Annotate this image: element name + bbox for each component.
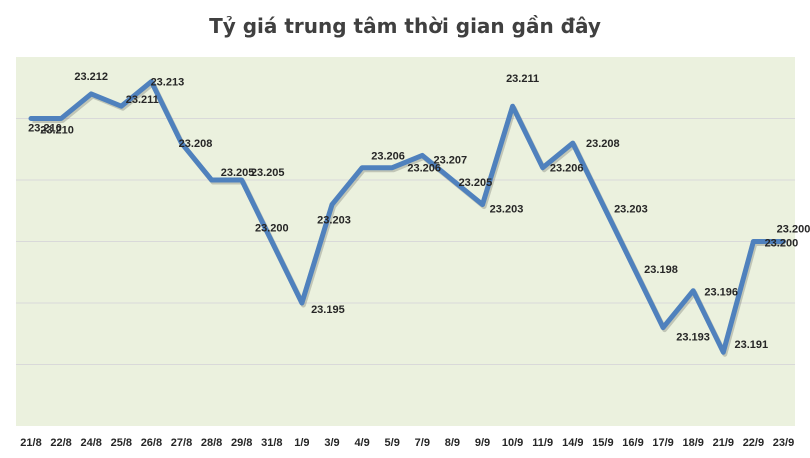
x-tick-label: 28/8 [201,437,222,449]
series-line [28,79,786,357]
x-tick-label: 3/9 [324,437,339,449]
series-polyline [28,79,786,355]
data-label: 23.200 [765,238,799,250]
x-tick-label: 31/8 [261,437,282,449]
x-tick-label: 18/9 [682,437,703,449]
x-tick-label: 22/9 [743,437,764,449]
data-label: 23.213 [151,77,185,89]
data-label: 23.206 [407,163,441,175]
x-tick-label: 8/9 [445,437,460,449]
data-label: 23.205 [459,177,493,189]
x-tick-label: 5/9 [385,437,400,449]
data-label: 23.205 [251,167,285,179]
data-label: 23.207 [433,154,467,166]
data-label: 23.195 [311,304,345,316]
data-label: 23.206 [550,163,584,175]
data-label: 23.211 [126,94,159,106]
data-label: 23.210 [28,123,62,135]
data-label: 23.208 [179,138,213,150]
x-axis-ticks: 21/8 22/8 24/8 25/8 26/8 27/8 28/8 29/8 31/8 1/9 3… [20,437,794,449]
x-tick-label: 24/8 [80,437,101,449]
x-tick-label: 11/9 [532,437,553,449]
data-label: 23.200 [255,223,289,235]
x-tick-label: 14/9 [562,437,583,449]
data-label: 23.196 [704,287,738,299]
data-label: 23.200 [777,224,810,236]
x-tick-label: 22/8 [50,437,71,449]
data-label: 23.205 [221,167,255,179]
data-label: 23.212 [74,71,108,83]
x-tick-label: 15/9 [592,437,613,449]
x-tick-label: 1/9 [294,437,309,449]
data-label: 23.203 [317,215,351,227]
data-label: 23.203 [490,204,524,216]
data-label: 23.191 [734,339,768,351]
x-tick-label: 26/8 [141,437,162,449]
data-label: 23.203 [614,204,648,216]
data-label: 23.198 [644,264,678,276]
x-tick-label: 25/8 [111,437,132,449]
x-tick-label: 29/8 [231,437,252,449]
gridlines [16,118,795,365]
data-label: 23.210 [40,125,74,137]
x-tick-label: 4/9 [354,437,369,449]
x-tick-label: 27/8 [171,437,192,449]
x-tick-label: 16/9 [622,437,643,449]
chart-title: Tỷ giá trung tâm thời gian gần đây [209,14,601,38]
data-label: 23.208 [586,138,620,150]
x-tick-label: 23/9 [773,437,794,449]
x-tick-label: 17/9 [652,437,673,449]
x-tick-label: 21/8 [20,437,41,449]
x-tick-label: 21/9 [713,437,734,449]
data-label: 23.211 [506,73,539,85]
x-tick-label: 10/9 [502,437,523,449]
x-tick-label: 7/9 [415,437,430,449]
data-label: 23.206 [371,151,405,163]
data-label: 23.193 [676,332,710,344]
x-tick-label: 9/9 [475,437,490,449]
